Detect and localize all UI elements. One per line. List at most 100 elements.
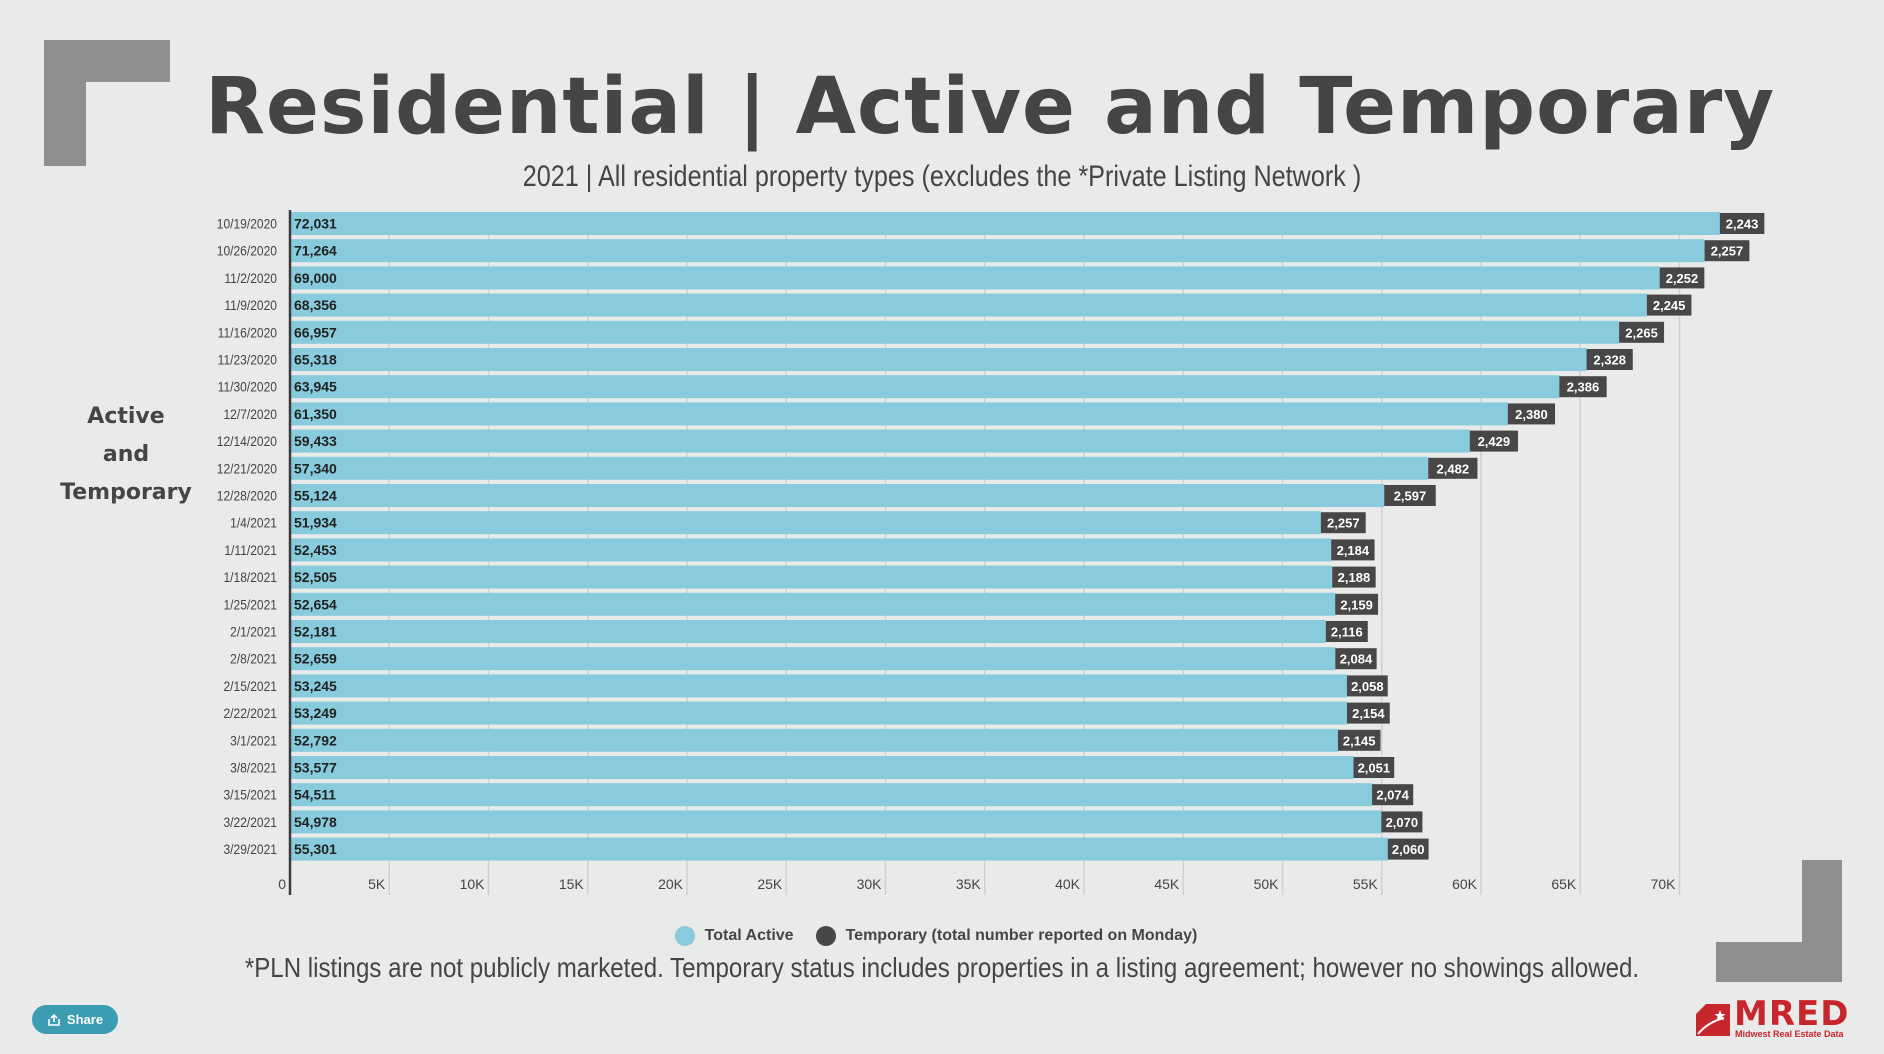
x-tick-label: 35K	[956, 876, 982, 892]
bar-total-active[interactable]	[290, 647, 1336, 671]
bar-temporary[interactable]	[1331, 539, 1375, 561]
legend-label: Temporary (total number reported on Mond…	[845, 927, 1198, 944]
bar-total-active[interactable]	[290, 320, 1620, 344]
data-label-temporary: 2,058	[1351, 679, 1384, 694]
bar-temporary[interactable]	[1332, 566, 1376, 588]
bar-temporary[interactable]	[1372, 784, 1414, 806]
data-label-temporary: 2,429	[1478, 434, 1511, 449]
bar-total-active[interactable]	[290, 674, 1347, 698]
bar-total-active[interactable]	[290, 592, 1336, 616]
category-label: 1/18/2021	[223, 569, 277, 585]
bar-total-active[interactable]	[290, 456, 1429, 480]
bar-total-active[interactable]	[290, 810, 1382, 834]
bar-total-active[interactable]	[290, 293, 1647, 317]
bar-total-active[interactable]	[290, 429, 1470, 453]
y-axis-label: Active and Temporary	[56, 398, 196, 512]
bar-temporary[interactable]	[1619, 321, 1665, 343]
data-label-temporary: 2,243	[1726, 217, 1759, 232]
bar-total-active[interactable]	[290, 620, 1326, 643]
data-label-temporary: 2,328	[1593, 353, 1626, 368]
bar-total-active[interactable]	[290, 837, 1388, 861]
data-label-temporary: 2,482	[1437, 461, 1470, 476]
bar-temporary[interactable]	[1335, 648, 1377, 670]
logo-tagline: Midwest Real Estate Data	[1735, 1029, 1844, 1039]
bar-temporary[interactable]	[1507, 403, 1556, 425]
x-tick-label: 40K	[1055, 876, 1081, 892]
bar-temporary[interactable]	[1586, 349, 1633, 370]
x-tick-label: 25K	[757, 876, 783, 892]
legend-swatch-temporary	[815, 926, 836, 946]
x-tick-label: 20K	[658, 876, 684, 892]
bar-temporary[interactable]	[1646, 294, 1692, 316]
legend-item-temporary[interactable]: Temporary (total number reported on Mond…	[815, 926, 1198, 946]
bar-chart: 10/19/2020 72,031 2,243 10/26/2020 71,264 2,2…	[217, 210, 1765, 895]
data-label-temporary: 2,145	[1343, 733, 1376, 748]
category-label: 3/1/2021	[230, 732, 277, 748]
data-label-temporary: 2,265	[1625, 325, 1658, 340]
bar-total-active[interactable]	[290, 239, 1705, 263]
bar-temporary[interactable]	[1381, 811, 1423, 833]
data-label-temporary: 2,188	[1338, 570, 1371, 585]
chart-legend: Total Active Temporary (total number rep…	[0, 926, 1884, 946]
data-label-temporary: 2,051	[1358, 761, 1391, 776]
data-label-total-active: 54,511	[294, 787, 336, 803]
data-label-total-active: 71,264	[294, 243, 337, 259]
logo-name: MRED	[1734, 994, 1850, 1034]
y-axis-label-line: and	[102, 442, 150, 467]
bar-temporary[interactable]	[1469, 430, 1518, 452]
data-label-total-active: 53,245	[294, 678, 337, 694]
data-label-total-active: 68,356	[294, 297, 337, 313]
bar-temporary[interactable]	[1346, 675, 1388, 697]
category-label: 11/9/2020	[224, 297, 277, 313]
bar-temporary[interactable]	[1659, 267, 1705, 289]
legend-item-total-active[interactable]: Total Active	[674, 926, 794, 946]
category-label: 3/22/2021	[223, 814, 277, 830]
legend-swatch-total-active	[674, 926, 695, 946]
data-label-total-active: 54,978	[294, 814, 337, 830]
bar-total-active[interactable]	[290, 701, 1347, 725]
bar-temporary[interactable]	[1346, 702, 1390, 724]
data-label-total-active: 52,792	[294, 732, 337, 748]
data-label-temporary: 2,252	[1666, 271, 1699, 286]
bar-total-active[interactable]	[290, 375, 1560, 399]
bar-temporary[interactable]	[1719, 213, 1765, 234]
bar-temporary[interactable]	[1353, 757, 1395, 778]
bar-total-active[interactable]	[290, 348, 1587, 371]
bar-total-active[interactable]	[290, 538, 1332, 562]
bar-total-active[interactable]	[290, 402, 1508, 426]
bar-total-active[interactable]	[290, 212, 1720, 235]
bar-temporary[interactable]	[1325, 621, 1368, 642]
share-button[interactable]: Share	[32, 1005, 118, 1034]
data-label-temporary: 2,116	[1331, 625, 1363, 640]
data-label-total-active: 55,124	[294, 488, 337, 504]
data-label-temporary: 2,386	[1567, 380, 1600, 395]
category-label: 3/29/2021	[223, 841, 277, 857]
data-label-total-active: 59,433	[294, 433, 337, 449]
bar-temporary[interactable]	[1428, 457, 1478, 479]
bar-temporary[interactable]	[1320, 512, 1366, 534]
bar-total-active[interactable]	[290, 565, 1333, 589]
data-label-temporary: 2,154	[1352, 706, 1385, 721]
data-label-total-active: 57,340	[294, 460, 337, 476]
bar-temporary[interactable]	[1559, 376, 1607, 398]
corner-decoration-bottom-right	[1716, 860, 1842, 982]
bar-total-active[interactable]	[290, 783, 1373, 807]
data-label-total-active: 53,577	[294, 760, 337, 776]
bar-temporary[interactable]	[1337, 729, 1381, 751]
x-tick-label: 55K	[1353, 876, 1379, 892]
bar-total-active[interactable]	[290, 511, 1321, 535]
bar-temporary[interactable]	[1387, 838, 1429, 860]
bar-total-active[interactable]	[290, 484, 1385, 507]
category-label: 10/19/2020	[217, 216, 277, 232]
bar-total-active[interactable]	[290, 756, 1354, 779]
bar-total-active[interactable]	[290, 266, 1660, 290]
bar-temporary[interactable]	[1704, 240, 1750, 262]
bar-temporary[interactable]	[1384, 485, 1436, 506]
bar-total-active[interactable]	[290, 728, 1338, 752]
data-label-temporary: 2,257	[1327, 516, 1360, 531]
bar-temporary[interactable]	[1335, 593, 1379, 615]
category-label: 11/23/2020	[218, 352, 277, 368]
share-icon	[48, 1013, 60, 1026]
data-label-total-active: 52,181	[294, 624, 337, 640]
data-label-temporary: 2,084	[1340, 652, 1373, 667]
